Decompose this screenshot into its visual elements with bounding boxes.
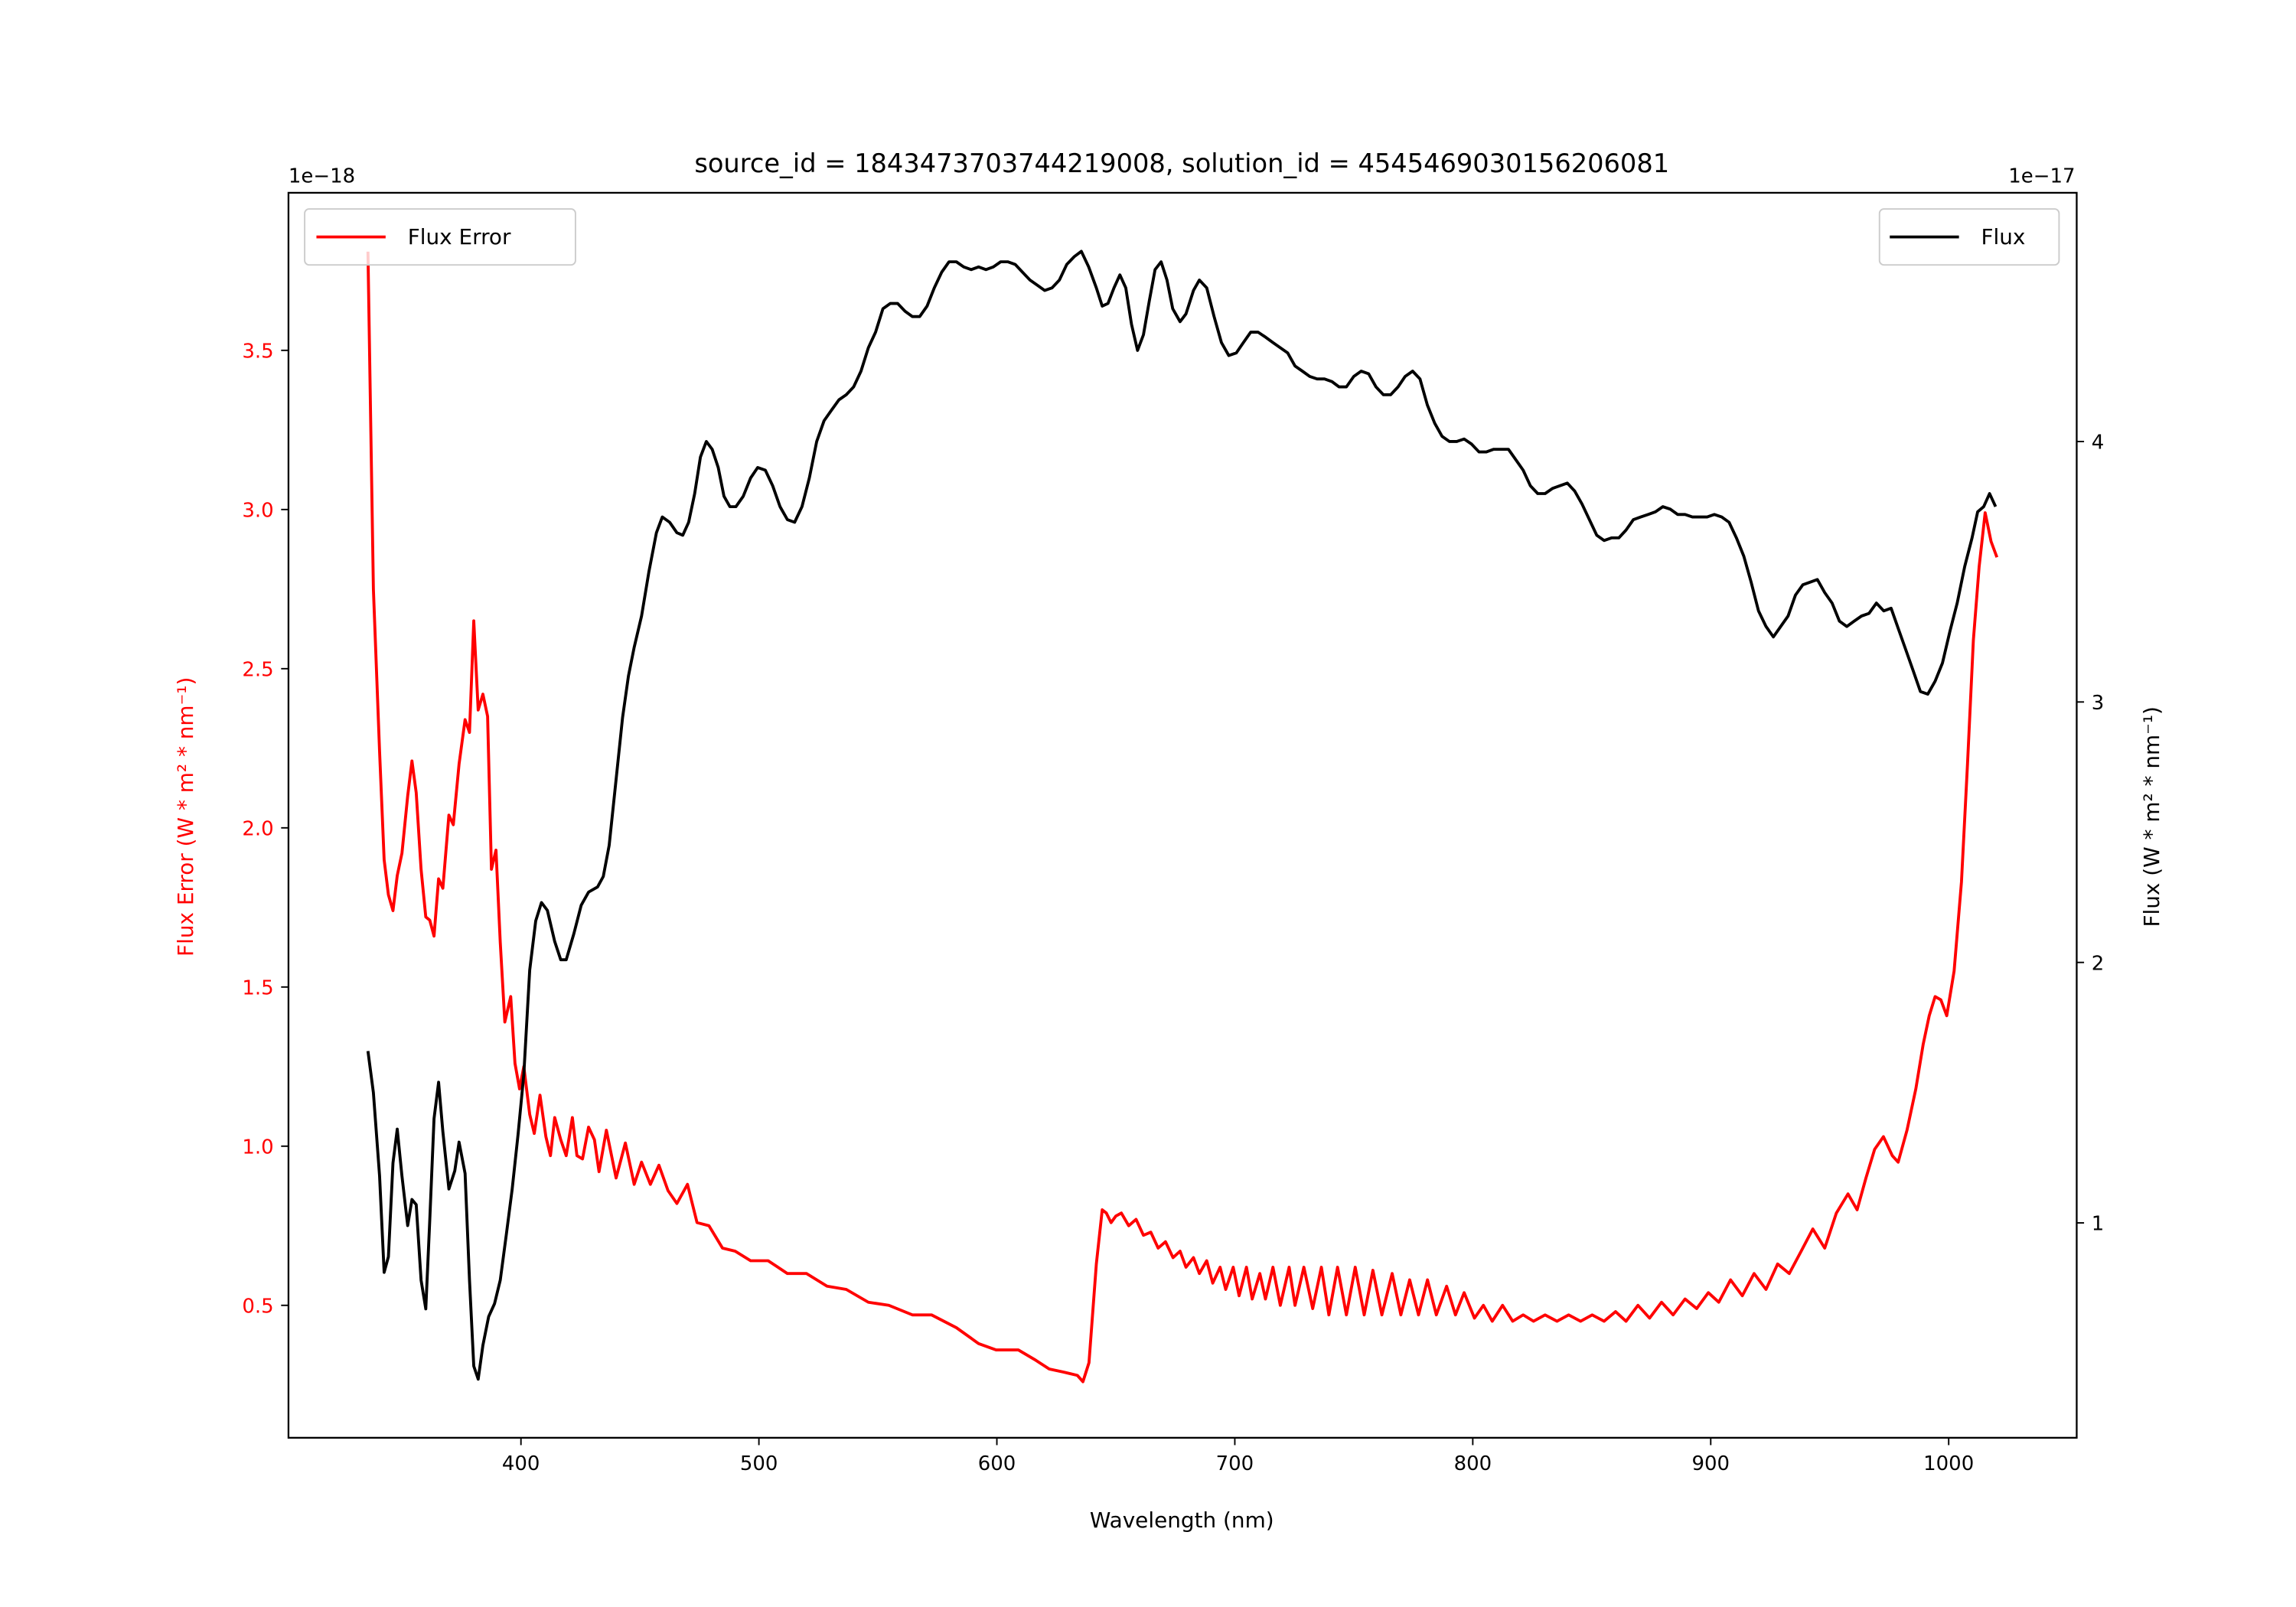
plot-frame (287, 191, 2078, 1439)
left-y-axis: 0.5 1.0 1.5 2.0 2.5 3.0 3.5 (242, 340, 289, 1318)
right-y-tick-label: 3 (2092, 692, 2105, 715)
legend-label-flux: Flux (1981, 224, 2025, 249)
x-tick-label: 700 (1216, 1452, 1254, 1475)
right-y-tick-label: 4 (2092, 432, 2105, 455)
right-y-axis-label: Flux (W * m² * nm⁻¹) (2139, 706, 2164, 927)
left-y-tick-label: 1.5 (242, 976, 273, 999)
x-axis-label: Wavelength (nm) (1090, 1508, 1274, 1533)
x-tick-label: 1000 (1923, 1452, 1974, 1475)
legend-box (1878, 208, 2060, 266)
left-y-tick-label: 3.0 (242, 499, 273, 522)
right-y-tick-label: 1 (2092, 1213, 2105, 1236)
left-y-tick-label: 0.5 (242, 1295, 273, 1318)
right-y-tick-label: 2 (2092, 952, 2105, 975)
flux-line (366, 249, 1998, 1381)
left-offset-text: 1e−18 (289, 165, 355, 187)
legend-box (304, 208, 576, 266)
x-axis: 400 500 600 700 800 900 1000 (502, 1437, 1974, 1475)
x-tick-label: 900 (1691, 1452, 1730, 1475)
left-y-axis-label: Flux Error (W * m² * nm⁻¹) (173, 677, 198, 957)
x-tick-label: 800 (1454, 1452, 1492, 1475)
x-tick-label: 400 (502, 1452, 540, 1475)
x-tick-label: 500 (740, 1452, 778, 1475)
left-y-tick-label: 3.5 (242, 340, 273, 363)
legend-label-flux-error: Flux Error (408, 224, 511, 249)
series-layer (366, 249, 1999, 1384)
left-y-tick-label: 2.0 (242, 817, 273, 840)
right-offset-text: 1e−17 (2008, 165, 2075, 187)
right-y-axis: 1 2 3 4 (2076, 432, 2104, 1236)
left-y-tick-label: 1.0 (242, 1136, 273, 1159)
left-y-tick-label: 2.5 (242, 658, 273, 681)
flux-error-line (366, 251, 1999, 1384)
x-tick-label: 600 (978, 1452, 1016, 1475)
legend-flux: Flux (1878, 208, 2060, 266)
legend-flux-error: Flux Error (304, 208, 576, 266)
chart-title: source_id = 1843473703744219008, solutio… (694, 148, 1669, 178)
